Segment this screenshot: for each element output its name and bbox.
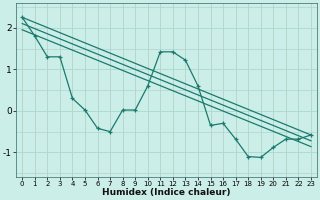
- X-axis label: Humidex (Indice chaleur): Humidex (Indice chaleur): [102, 188, 231, 197]
